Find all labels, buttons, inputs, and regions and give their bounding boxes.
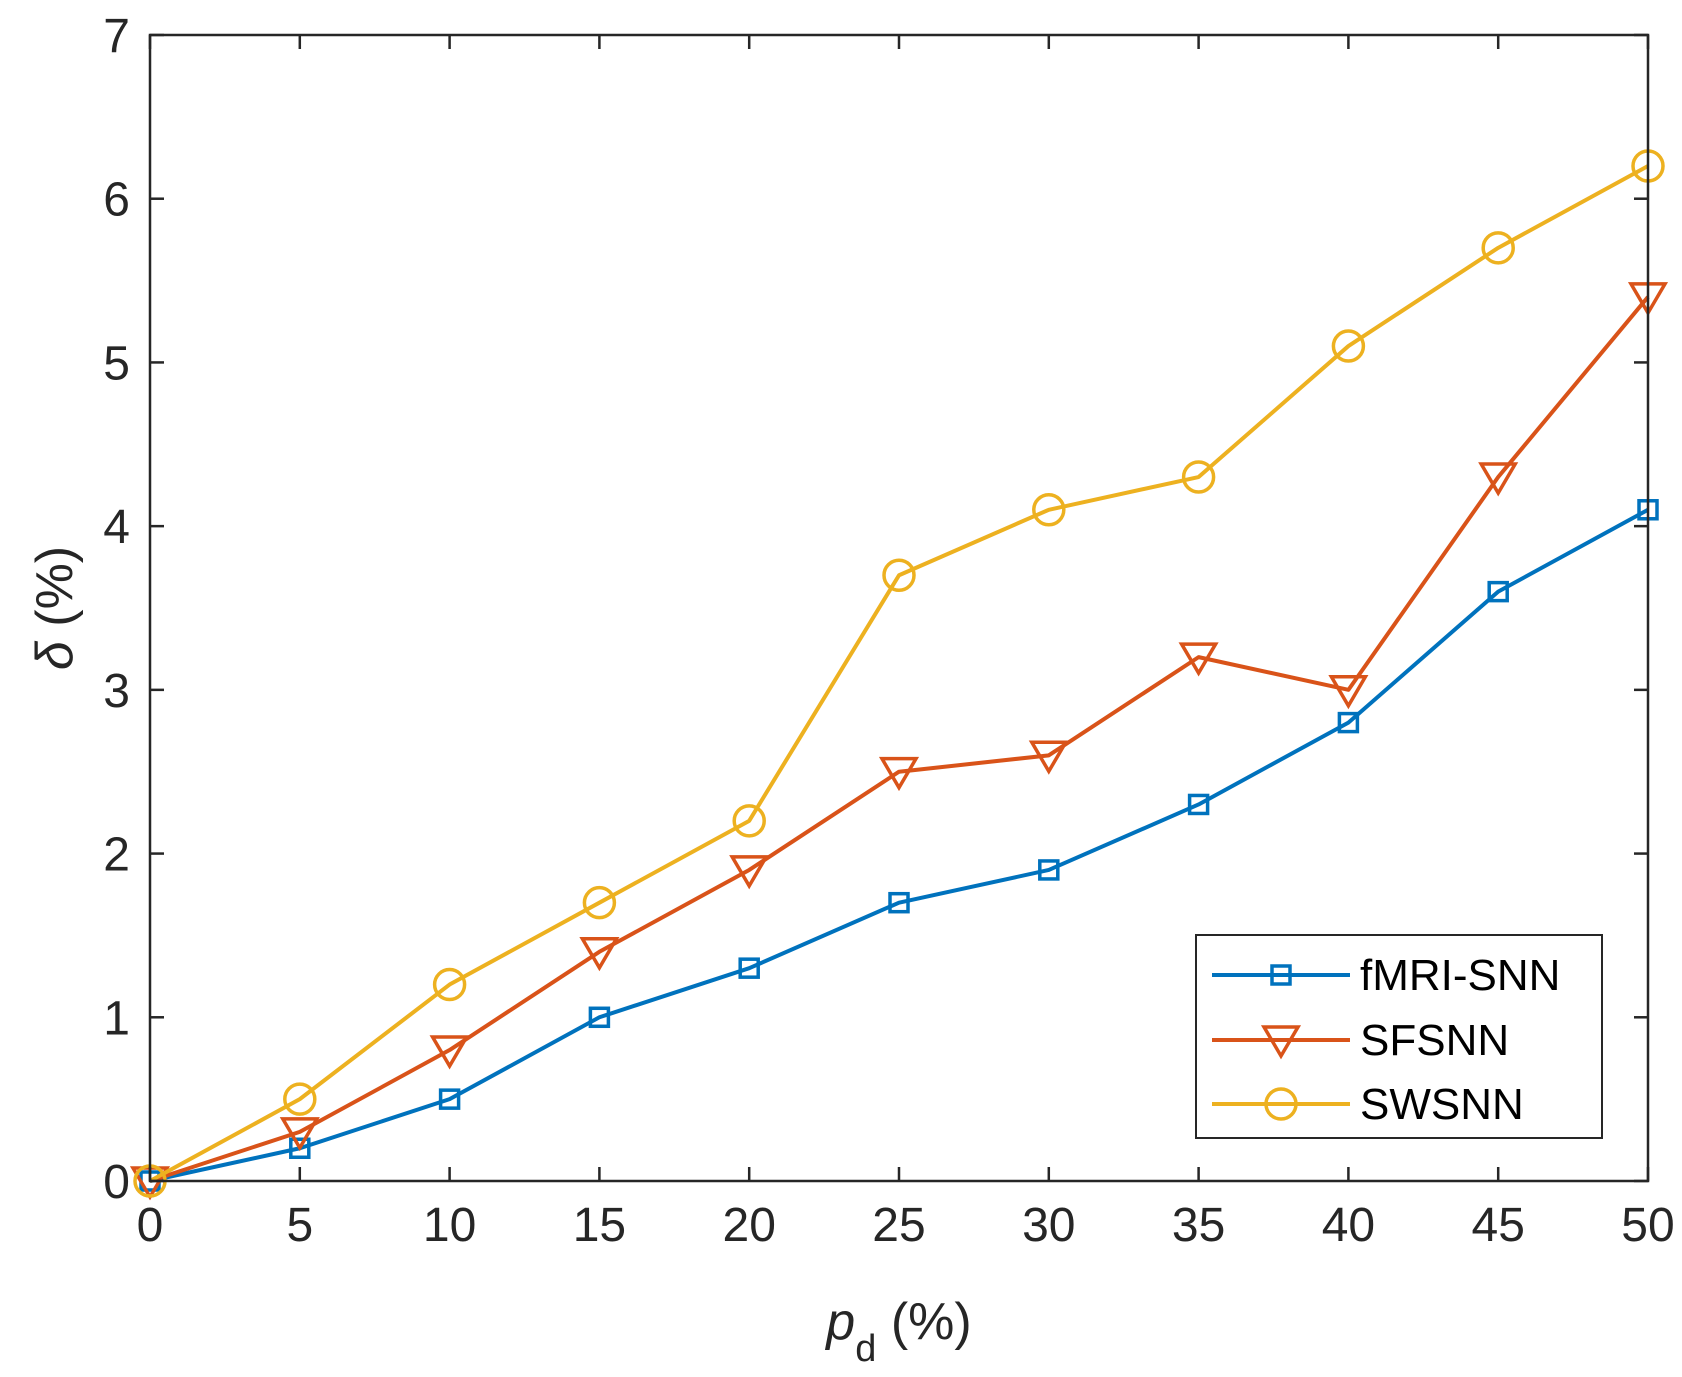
data-point <box>432 967 467 1002</box>
y-tick-label: 1 <box>103 992 130 1045</box>
data-point <box>1181 460 1216 494</box>
legend-entry: SWSNN <box>1212 1080 1524 1129</box>
x-tick-label: 35 <box>1172 1199 1225 1252</box>
data-point <box>429 1035 470 1070</box>
x-tick-label: 40 <box>1322 1199 1375 1252</box>
legend-entry: fMRI-SNN <box>1212 951 1560 1000</box>
series-sfsnn <box>129 282 1669 1201</box>
y-axis-symbol: δ <box>26 640 84 670</box>
data-point <box>1328 675 1369 710</box>
x-tick-label: 5 <box>286 1199 313 1252</box>
series-line <box>149 164 1649 1183</box>
data-point <box>1187 793 1210 816</box>
data-point <box>888 891 910 914</box>
data-point <box>283 1082 317 1116</box>
y-tick-label: 4 <box>103 501 130 554</box>
data-point <box>882 558 916 593</box>
x-tick-label: 15 <box>573 1199 626 1252</box>
legend-entries: fMRI-SNN SFSNN SWSNN <box>1212 951 1560 1129</box>
legend: fMRI-SNN SFSNN SWSNN <box>1195 934 1603 1139</box>
data-point <box>438 1088 461 1110</box>
legend-label: SWSNN <box>1360 1080 1524 1129</box>
series-swsnn <box>133 149 1665 1198</box>
y-tick-label: 5 <box>103 337 130 390</box>
series-line <box>149 295 1650 1183</box>
data-point <box>582 885 617 920</box>
x-tick-label: 30 <box>1022 1199 1075 1252</box>
legend-marker <box>1260 1025 1302 1060</box>
y-axis-unit: (%) <box>26 546 84 627</box>
x-tick-label: 25 <box>872 1199 925 1252</box>
data-point <box>1178 642 1219 677</box>
data-point <box>729 855 770 890</box>
data-point <box>588 1006 611 1029</box>
data-point <box>1337 711 1360 734</box>
series-fmri-snn <box>139 499 1659 1192</box>
data-point <box>289 1137 311 1160</box>
x-tick-label: 20 <box>723 1199 776 1252</box>
series-layer <box>129 149 1669 1201</box>
y-tick-label: 2 <box>103 829 130 882</box>
x-tick-label: 0 <box>137 1199 164 1252</box>
y-tick-label: 7 <box>103 10 130 63</box>
y-axis-label: δ (%) <box>26 546 84 670</box>
data-point <box>1032 493 1066 527</box>
y-tick-label: 3 <box>103 665 130 718</box>
y-tick-label: 6 <box>103 174 130 227</box>
legend-label: fMRI-SNN <box>1360 951 1560 1000</box>
x-tick-label: 50 <box>1621 1199 1674 1252</box>
data-point <box>1038 859 1060 881</box>
x-axis-label: pd (%) <box>824 1293 971 1370</box>
legend-entry: SFSNN <box>1212 1016 1509 1065</box>
y-tick-label: 0 <box>103 1156 130 1209</box>
series-line <box>149 508 1649 1183</box>
data-point <box>279 1117 320 1152</box>
data-point <box>579 937 620 972</box>
data-point <box>732 804 766 838</box>
legend-marker <box>1270 964 1292 986</box>
data-point <box>1028 740 1069 775</box>
data-point <box>1487 580 1509 603</box>
data-point <box>1481 231 1515 265</box>
data-point <box>878 756 920 792</box>
x-tick-label: 10 <box>423 1199 476 1252</box>
x-tick-label: 45 <box>1472 1199 1525 1252</box>
x-axis-unit: (%) <box>891 1293 972 1351</box>
x-axis-subscript: d <box>855 1328 876 1370</box>
data-point <box>1478 462 1519 497</box>
x-axis-symbol: p <box>824 1293 855 1351</box>
data-point <box>1331 329 1366 363</box>
legend-label: SFSNN <box>1360 1016 1509 1065</box>
data-point <box>738 957 760 979</box>
legend-marker <box>1264 1087 1298 1121</box>
